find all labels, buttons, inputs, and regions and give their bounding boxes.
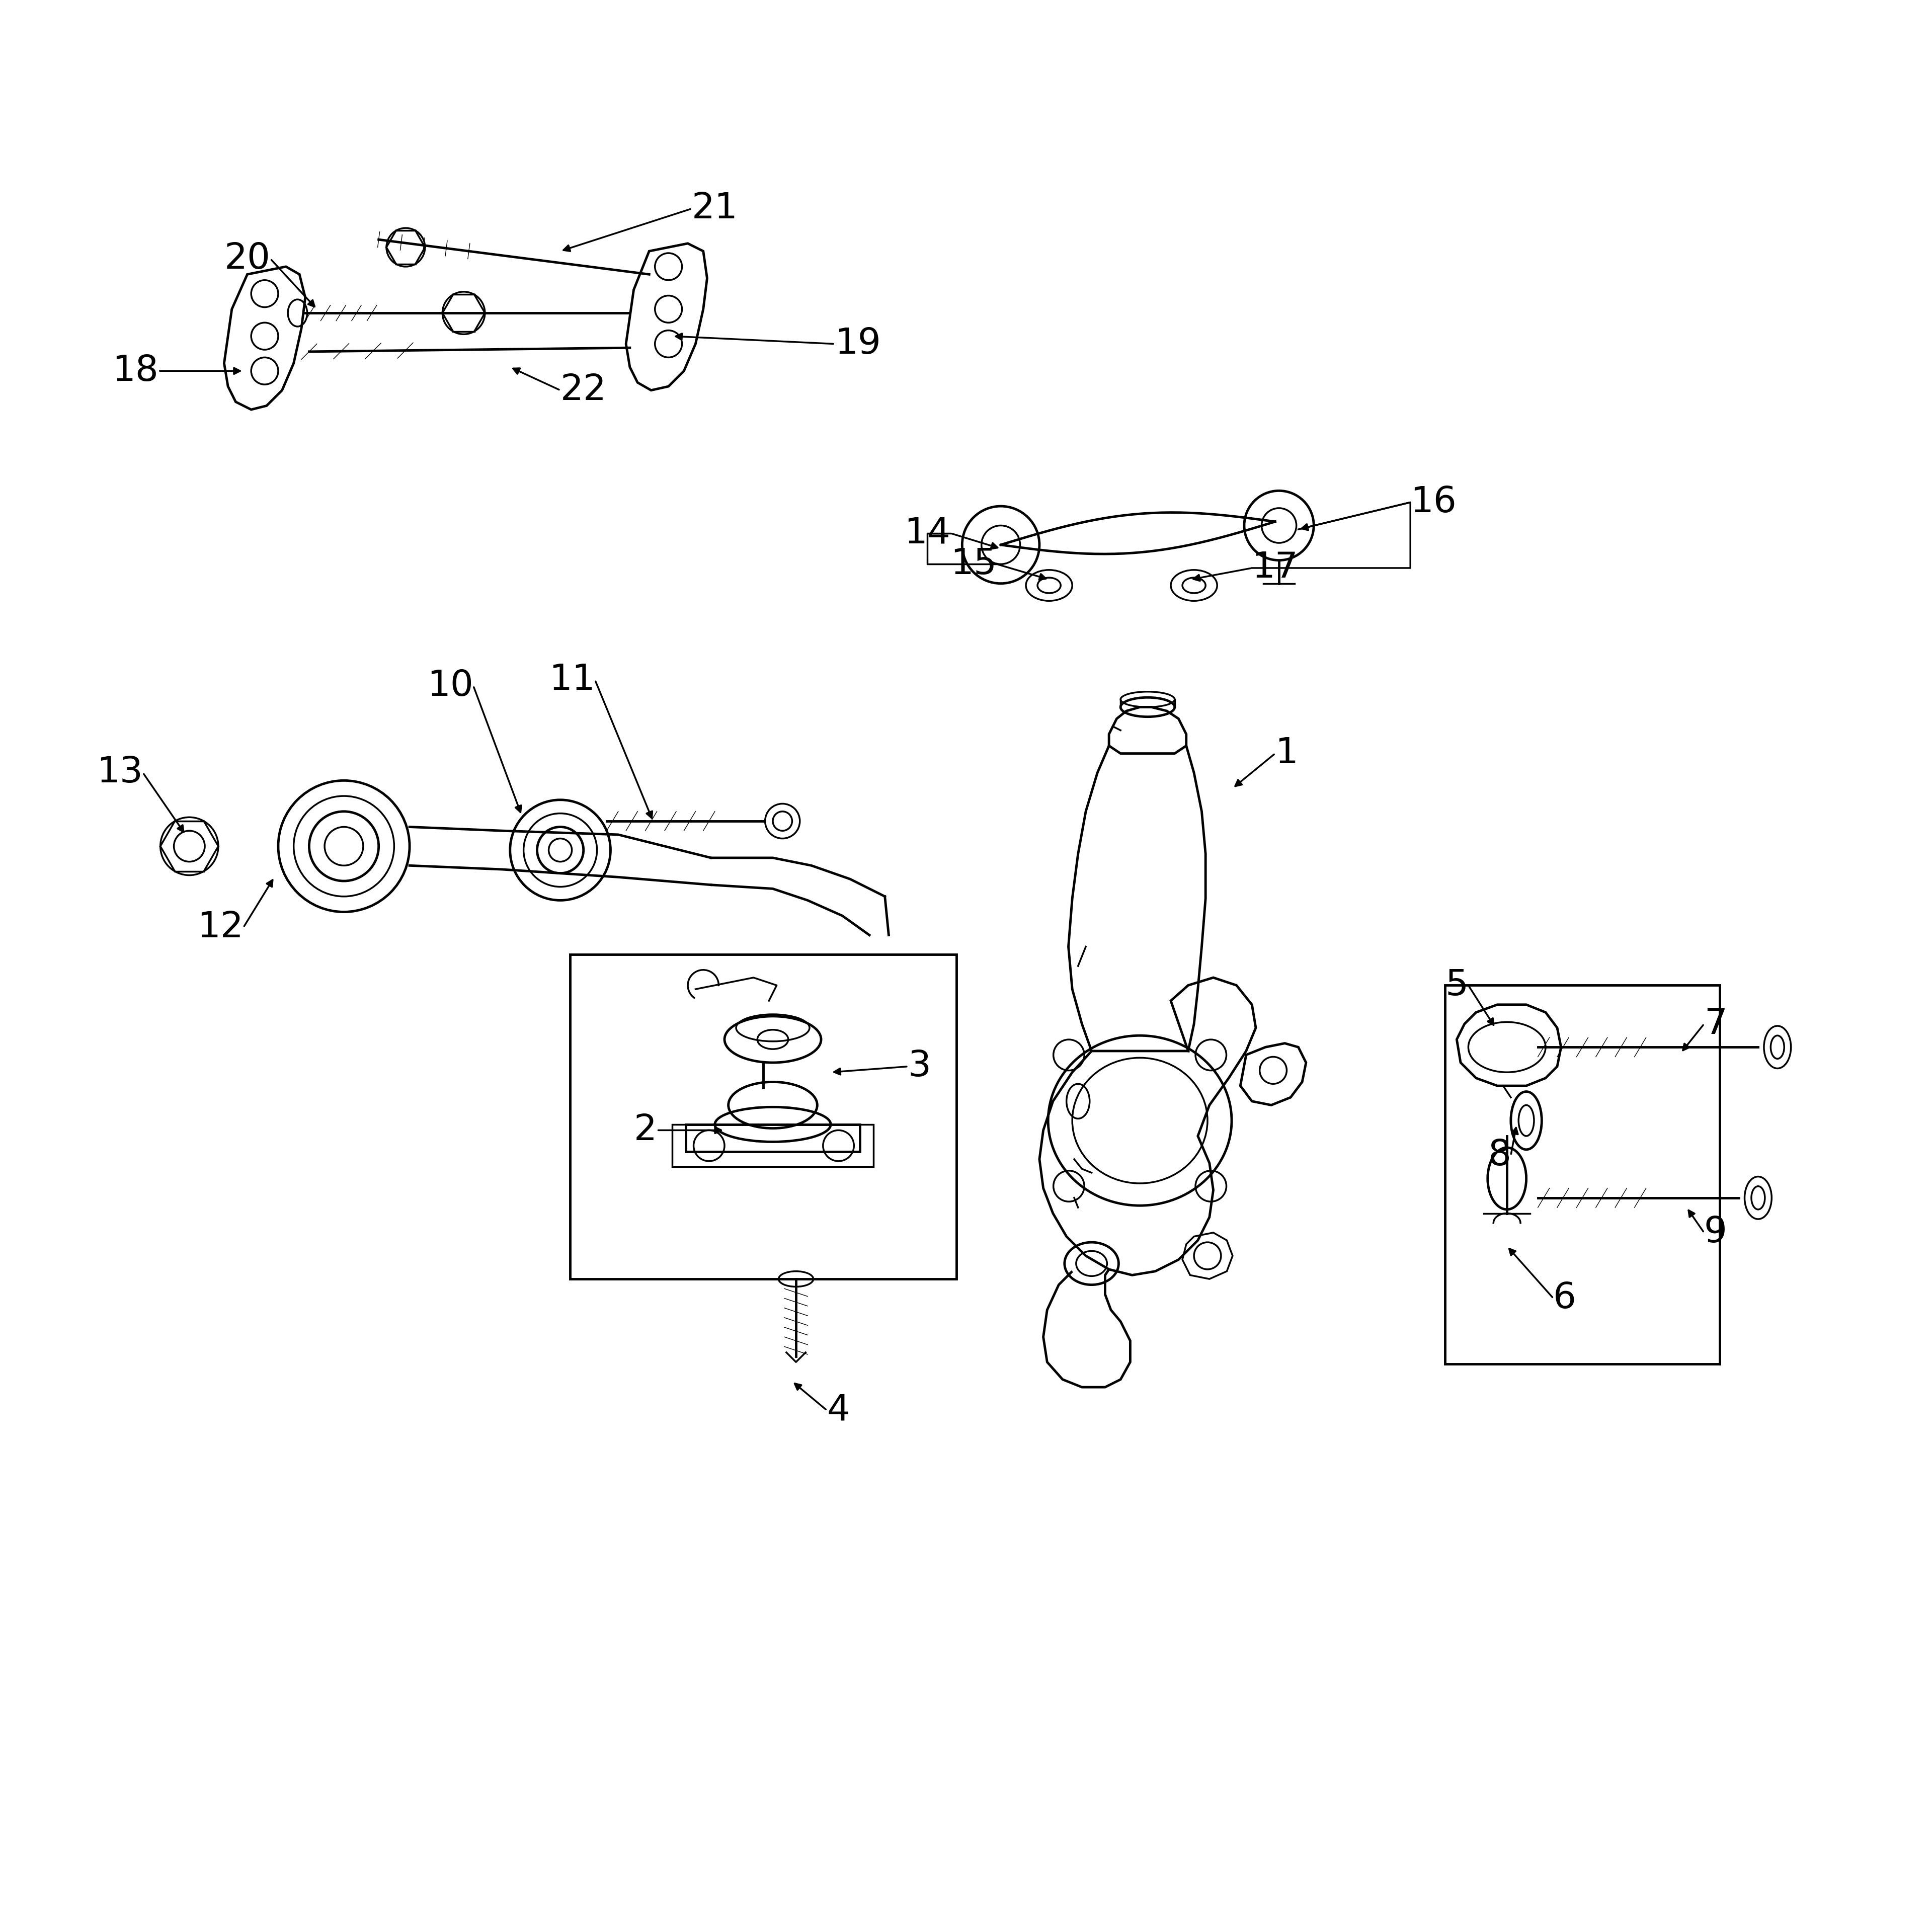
Text: 6: 6 xyxy=(1553,1281,1577,1316)
Bar xyxy=(686,1124,860,1151)
Bar xyxy=(672,1124,873,1167)
Text: 2: 2 xyxy=(634,1113,657,1148)
Text: 4: 4 xyxy=(827,1393,850,1428)
Text: 3: 3 xyxy=(908,1049,931,1084)
Bar xyxy=(1445,985,1719,1364)
Text: 17: 17 xyxy=(1252,551,1298,585)
Text: 10: 10 xyxy=(427,668,473,703)
Text: 7: 7 xyxy=(1704,1007,1727,1041)
Text: 13: 13 xyxy=(97,755,143,790)
Text: 11: 11 xyxy=(549,663,595,697)
Text: 5: 5 xyxy=(1445,968,1468,1003)
Text: 9: 9 xyxy=(1704,1215,1727,1250)
Text: 22: 22 xyxy=(560,373,607,408)
Bar xyxy=(570,954,956,1279)
Text: 14: 14 xyxy=(904,516,951,551)
Text: 18: 18 xyxy=(112,354,158,388)
Text: 1: 1 xyxy=(1275,736,1298,771)
Text: 8: 8 xyxy=(1488,1138,1511,1173)
Text: 15: 15 xyxy=(951,547,997,582)
Text: 16: 16 xyxy=(1410,485,1457,520)
Text: 12: 12 xyxy=(197,910,243,945)
Text: 20: 20 xyxy=(224,242,270,276)
Text: 21: 21 xyxy=(692,191,738,226)
Text: 19: 19 xyxy=(835,327,881,361)
